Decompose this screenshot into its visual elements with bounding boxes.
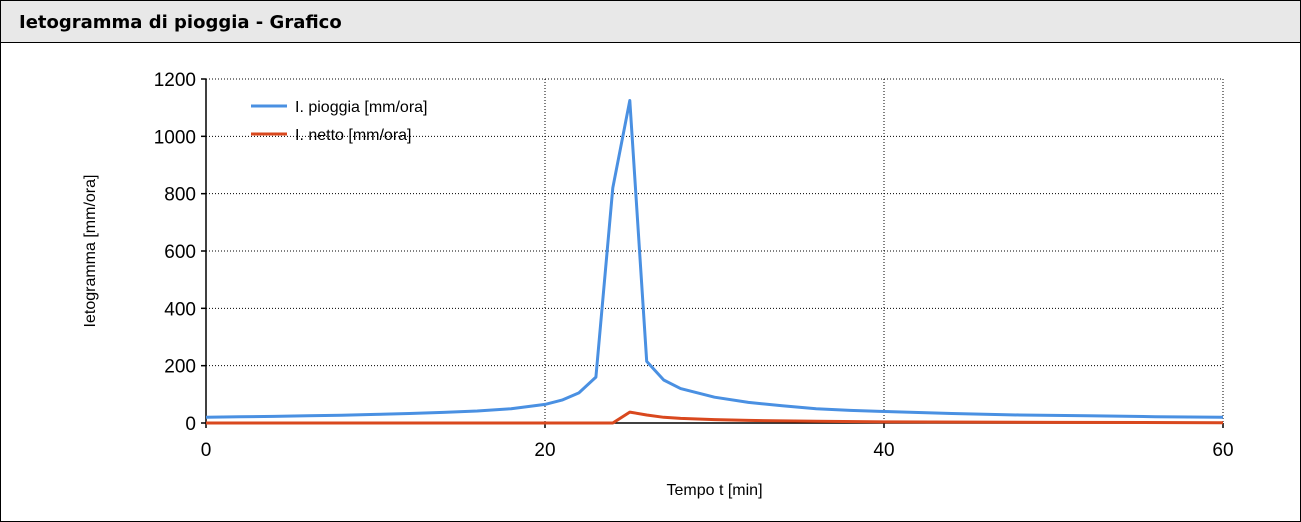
panel-title: Ietogramma di pioggia - Grafico	[19, 12, 342, 33]
x-tick-label: 20	[534, 440, 555, 461]
x-tick-label: 40	[873, 440, 894, 461]
x-tick-label: 0	[201, 440, 212, 461]
y-tick-label: 800	[164, 185, 196, 206]
legend-entry-label: I. pioggia [mm/ora]	[295, 99, 428, 116]
x-axis-label: Tempo t [min]	[666, 482, 762, 499]
y-tick-label: 1200	[154, 70, 196, 91]
y-tick-label: 0	[185, 414, 196, 435]
series-lines	[205, 99, 1224, 425]
legend-entry-label: I. netto [mm/ora]	[295, 127, 411, 144]
y-tick-label: 1000	[154, 127, 196, 148]
rainfall-chart: 0 200 400 600 800 1000 1200 0 20 40 60 I. pioggia …	[82, 70, 1234, 499]
legend: I. pioggia [mm/ora] I. netto [mm/ora]	[251, 99, 428, 144]
x-tick-label: 60	[1212, 440, 1233, 461]
y-tick-label: 200	[164, 357, 196, 378]
y-tick-label: 600	[164, 242, 196, 263]
grid	[206, 78, 1224, 423]
y-tick-label: 400	[164, 299, 196, 320]
series-line-pioggia	[205, 99, 1224, 419]
y-axis-label: Ietogramma [mm/ora]	[82, 175, 99, 328]
panel-header: Ietogramma di pioggia - Grafico	[1, 1, 1300, 43]
series-line-netto	[206, 410, 1224, 425]
